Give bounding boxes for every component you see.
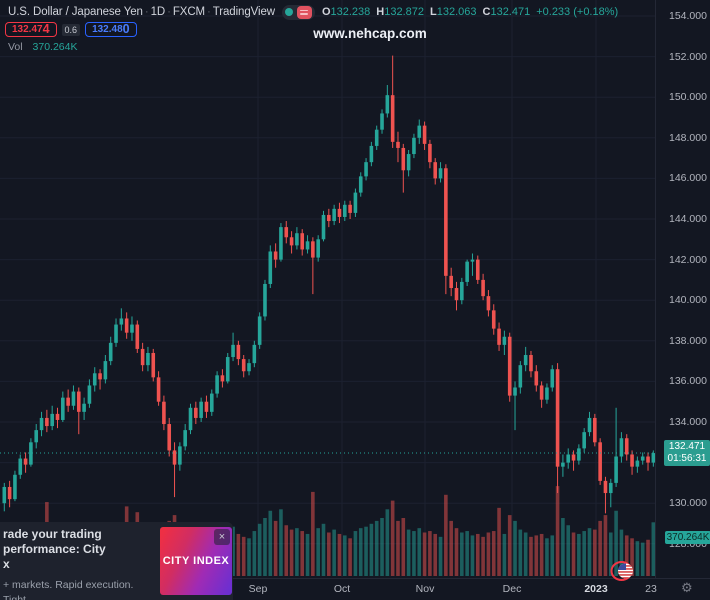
- price-axis-label: 150.000: [669, 91, 707, 104]
- platform-label: TradingView: [212, 6, 275, 18]
- time-axis-label: Oct: [333, 583, 351, 595]
- price-axis-label: 130.000: [669, 497, 707, 510]
- volume-value: 370.264K: [32, 41, 78, 53]
- interval-label[interactable]: 1D: [150, 6, 166, 18]
- ad-title-line: rade your trading performance: City: [3, 527, 106, 556]
- ad-text-block: rade your trading performance: City x + …: [3, 527, 158, 600]
- price-axis-label: 142.000: [669, 253, 707, 266]
- order-panel: 132.47 4 0.6 132.48 0: [5, 22, 137, 37]
- symbol-title[interactable]: U.S. Dollar / Japanese Yen · 1D · FXCM · Tradi…: [8, 6, 275, 18]
- price-axis-label: 152.000: [669, 50, 707, 63]
- spread-value: 0.6: [61, 23, 81, 36]
- separator: ·: [144, 6, 149, 18]
- ad-title-line: x: [3, 557, 10, 571]
- current-price-tag: 132.471 01:56:31: [664, 440, 710, 466]
- buy-button[interactable]: 132.48 0: [85, 22, 137, 37]
- sell-button[interactable]: 132.47 4: [5, 22, 57, 37]
- time-axis-label: Nov: [415, 583, 435, 595]
- time-axis-label: 23: [645, 583, 657, 595]
- time-axis-label: Sep: [248, 583, 268, 595]
- separator: ·: [207, 6, 211, 18]
- bar-countdown: 01:56:31: [667, 453, 707, 464]
- price-axis-label: 146.000: [669, 172, 707, 185]
- change-value: +0.233 (+0.18%): [536, 6, 619, 18]
- ohlc-high: H132.872: [376, 6, 424, 18]
- ohlc-open: O132.238: [321, 6, 371, 18]
- chart-status-toggle[interactable]: [281, 4, 315, 20]
- price-axis-label: 134.000: [669, 416, 707, 428]
- price-axis-label: 144.000: [669, 213, 707, 225]
- ad-close-icon[interactable]: ×: [214, 529, 230, 545]
- price-axis-label: 154.000: [669, 10, 707, 22]
- price-axis-label: 138.000: [669, 334, 707, 347]
- ad-body: + markets. Rapid execution. Tight ads. I…: [3, 578, 158, 600]
- watermark-text: www.nehcap.com: [313, 26, 427, 41]
- us-flag-event-icon[interactable]: [610, 559, 638, 588]
- volume-legend: Vol 370.264K: [8, 41, 78, 53]
- ohlc-legend: O132.238 H132.872 L132.063 C132.471 +0.2…: [322, 6, 618, 18]
- exchange-label: FXCM: [172, 6, 206, 18]
- symbol-name[interactable]: U.S. Dollar / Japanese Yen: [8, 6, 143, 18]
- price-axis[interactable]: 154.000 152.000 150.000 148.000 146.000 144.0…: [655, 0, 710, 578]
- candlestick-chart-canvas[interactable]: [0, 0, 655, 578]
- tradepanel-icon[interactable]: [296, 5, 312, 19]
- volume-label: Vol: [8, 41, 23, 53]
- price-axis-label: 140.000: [669, 294, 707, 307]
- current-price-value: 132.471: [668, 441, 706, 452]
- price-axis-label: 136.000: [669, 375, 707, 388]
- volume-axis-tag: 370.264K: [665, 531, 710, 544]
- time-axis-label: 2023: [584, 583, 608, 595]
- price-axis-label: 148.000: [669, 131, 707, 144]
- ohlc-low: L132.063: [430, 6, 477, 18]
- separator: ·: [167, 6, 171, 18]
- ad-body-line: + markets. Rapid execution. Tight: [3, 579, 134, 600]
- chart-header: U.S. Dollar / Japanese Yen · 1D · FXCM · Tradi…: [8, 3, 652, 21]
- ad-banner[interactable]: rade your trading performance: City x + …: [0, 522, 233, 600]
- gear-icon[interactable]: ⚙: [681, 581, 693, 596]
- status-dot-icon: [284, 8, 293, 16]
- time-axis-label: Dec: [502, 583, 522, 595]
- ohlc-close: C132.471: [482, 6, 531, 18]
